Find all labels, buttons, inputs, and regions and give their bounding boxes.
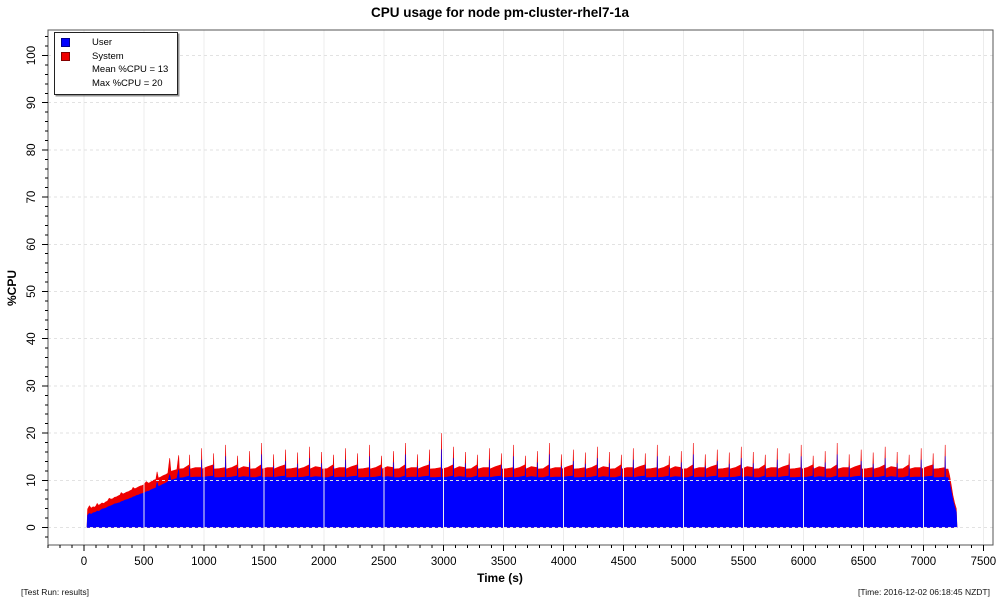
svg-text:1500: 1500 <box>251 556 277 568</box>
svg-text:70: 70 <box>26 191 38 204</box>
svg-text:80: 80 <box>26 144 38 157</box>
svg-text:90: 90 <box>26 96 38 109</box>
svg-text:6000: 6000 <box>791 556 817 568</box>
svg-text:30: 30 <box>26 380 38 393</box>
legend-label-system: System <box>92 50 124 62</box>
svg-text:60: 60 <box>26 238 38 251</box>
svg-text:7000: 7000 <box>911 556 937 568</box>
legend-stat-mean: Mean %CPU = 13 <box>92 64 169 75</box>
svg-text:20: 20 <box>26 427 38 440</box>
footer-test-run: [Test Run: results] <box>21 587 90 597</box>
svg-text:100: 100 <box>26 46 38 65</box>
legend-item-user: User <box>61 36 168 50</box>
svg-text:4000: 4000 <box>551 556 577 568</box>
user-series-swatch-icon <box>61 38 70 48</box>
system-series-swatch-icon <box>61 51 70 61</box>
svg-text:2500: 2500 <box>371 556 397 568</box>
svg-text:3000: 3000 <box>431 556 457 568</box>
svg-text:5500: 5500 <box>731 556 757 568</box>
chart-title: CPU usage for node pm-cluster-rhel7-1a <box>370 5 630 20</box>
svg-text:40: 40 <box>26 332 38 345</box>
svg-text:50: 50 <box>26 285 38 298</box>
svg-text:6500: 6500 <box>851 556 877 568</box>
svg-text:3500: 3500 <box>491 556 517 568</box>
svg-text:4500: 4500 <box>611 556 637 568</box>
svg-text:10: 10 <box>26 474 38 487</box>
svg-text:2000: 2000 <box>311 556 337 568</box>
footer-timestamp: [Time: 2016-12-02 06:18:45 NZDT] <box>858 587 990 597</box>
legend-item-system: System <box>61 50 168 64</box>
svg-text:5000: 5000 <box>671 556 697 568</box>
svg-text:1000: 1000 <box>191 556 217 568</box>
svg-text:7500: 7500 <box>971 556 997 568</box>
chart-legend: User System Mean %CPU = 13 Max %CPU = 20 <box>54 32 179 95</box>
legend-stat-max: Max %CPU = 20 <box>92 77 163 89</box>
svg-text:0: 0 <box>81 556 87 568</box>
svg-text:0: 0 <box>26 524 38 530</box>
svg-text:500: 500 <box>134 556 153 568</box>
legend-label-user: User <box>92 37 113 48</box>
y-axis-label: %CPU <box>5 270 19 307</box>
x-axis-label: Time (s) <box>477 571 523 585</box>
